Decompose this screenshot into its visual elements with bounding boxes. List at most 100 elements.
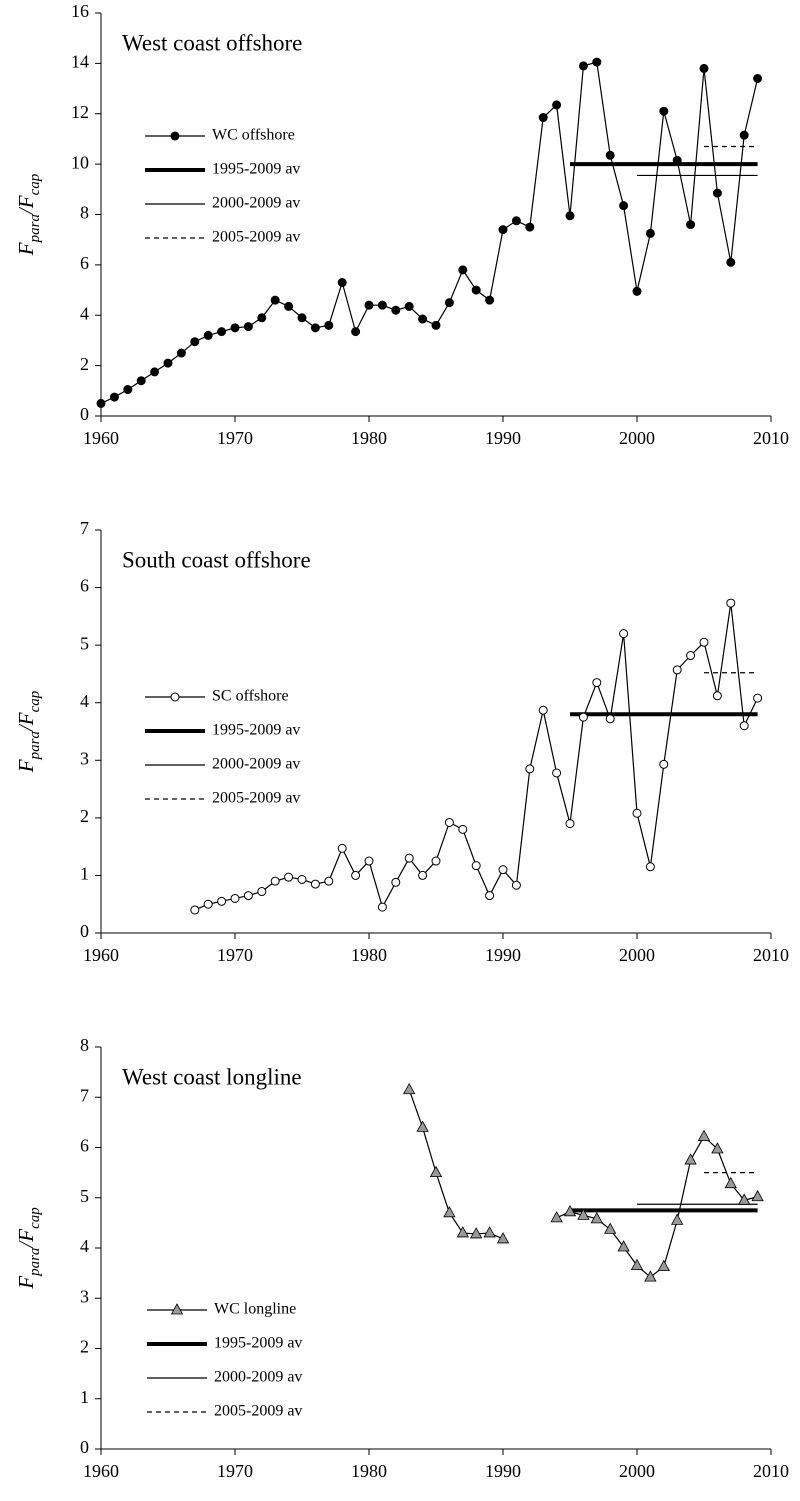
marker xyxy=(351,327,361,337)
y-tick-label: 7 xyxy=(80,518,89,538)
marker xyxy=(525,222,535,232)
x-tick-label: 1970 xyxy=(217,428,253,448)
series-line xyxy=(408,1089,758,1278)
marker xyxy=(659,759,669,769)
marker xyxy=(604,1222,617,1234)
y-tick-label: 2 xyxy=(80,354,89,374)
legend-marker xyxy=(170,692,180,702)
marker xyxy=(297,874,307,884)
marker xyxy=(686,220,696,230)
marker xyxy=(619,629,629,639)
x-tick-label: 1960 xyxy=(83,945,119,965)
marker xyxy=(458,824,468,834)
y-tick-label: 4 xyxy=(80,1236,89,1256)
marker xyxy=(337,278,347,288)
y-tick-label: 0 xyxy=(80,404,89,424)
marker xyxy=(404,301,414,311)
x-tick-label: 1960 xyxy=(83,1461,119,1481)
marker xyxy=(203,330,213,340)
marker xyxy=(592,678,602,688)
marker xyxy=(753,73,763,83)
marker xyxy=(391,305,401,315)
marker xyxy=(257,313,267,323)
y-tick-label: 5 xyxy=(80,633,89,653)
y-tick-label: 6 xyxy=(80,1136,89,1156)
marker xyxy=(538,113,548,123)
y-tick-label: 12 xyxy=(71,102,89,122)
marker xyxy=(444,298,454,308)
marker xyxy=(671,1213,684,1225)
marker xyxy=(751,1189,764,1202)
marker xyxy=(310,323,320,333)
y-tick-label: 14 xyxy=(71,52,89,72)
marker xyxy=(630,1258,644,1270)
y-axis-label: Fpara/Fcap xyxy=(14,1207,44,1290)
y-tick-label: 1 xyxy=(80,1387,89,1407)
marker xyxy=(632,286,642,296)
marker xyxy=(605,714,615,724)
y-tick-label: 7 xyxy=(80,1085,89,1105)
y-axis-label-part: F xyxy=(14,759,38,773)
marker xyxy=(697,1129,711,1141)
legend-label: WC longline xyxy=(214,1301,296,1318)
y-tick-label: 16 xyxy=(71,1,89,21)
marker xyxy=(511,216,521,226)
y-tick-label: 10 xyxy=(71,152,89,172)
legend-label: 2000-2009 av xyxy=(212,195,300,212)
y-tick-label: 3 xyxy=(80,1286,89,1306)
marker xyxy=(418,870,428,880)
marker xyxy=(243,322,253,332)
x-tick-label: 2000 xyxy=(619,428,655,448)
marker xyxy=(711,1142,724,1154)
marker xyxy=(217,327,227,337)
marker xyxy=(645,862,655,872)
marker xyxy=(324,876,334,886)
y-tick-label: 2 xyxy=(80,1337,89,1357)
marker xyxy=(699,637,709,647)
marker xyxy=(443,1205,456,1218)
y-tick-label: 2 xyxy=(80,806,89,826)
y-tick-label: 8 xyxy=(80,203,89,223)
y-axis-label-part: F xyxy=(14,242,38,256)
marker xyxy=(284,872,294,882)
y-axis-label-part: /F xyxy=(14,1229,38,1249)
marker xyxy=(645,228,655,238)
marker xyxy=(525,764,535,774)
marker xyxy=(498,865,508,875)
chart-title: South coast offshore xyxy=(122,547,311,572)
legend-label: WC offshore xyxy=(212,127,295,144)
marker xyxy=(203,899,213,909)
marker xyxy=(619,201,629,211)
y-axis-label-part: para xyxy=(27,1248,43,1277)
marker xyxy=(404,853,414,863)
marker xyxy=(431,856,441,866)
x-tick-label: 1990 xyxy=(485,945,521,965)
y-tick-label: 3 xyxy=(80,748,89,768)
marker xyxy=(391,877,401,887)
legend-label: 2000-2009 av xyxy=(212,756,300,773)
marker xyxy=(123,385,133,395)
marker xyxy=(577,1208,590,1220)
marker xyxy=(753,693,763,703)
marker xyxy=(565,211,575,221)
y-axis-label-part: F xyxy=(14,1276,38,1290)
marker xyxy=(257,887,267,897)
x-tick-label: 1980 xyxy=(351,945,387,965)
y-axis-label-part: cap xyxy=(27,173,43,195)
marker xyxy=(270,295,280,305)
y-axis-label-part: /F xyxy=(14,712,38,732)
x-tick-label: 1970 xyxy=(217,1461,253,1481)
marker xyxy=(511,880,521,890)
marker xyxy=(418,314,428,324)
y-tick-label: 4 xyxy=(80,303,89,323)
marker xyxy=(243,891,253,901)
marker xyxy=(364,300,374,310)
marker xyxy=(552,768,562,778)
marker xyxy=(471,861,481,871)
marker xyxy=(726,598,736,608)
legend-marker xyxy=(170,1303,184,1315)
y-tick-label: 6 xyxy=(80,253,89,273)
marker xyxy=(485,891,495,901)
marker xyxy=(672,155,682,165)
